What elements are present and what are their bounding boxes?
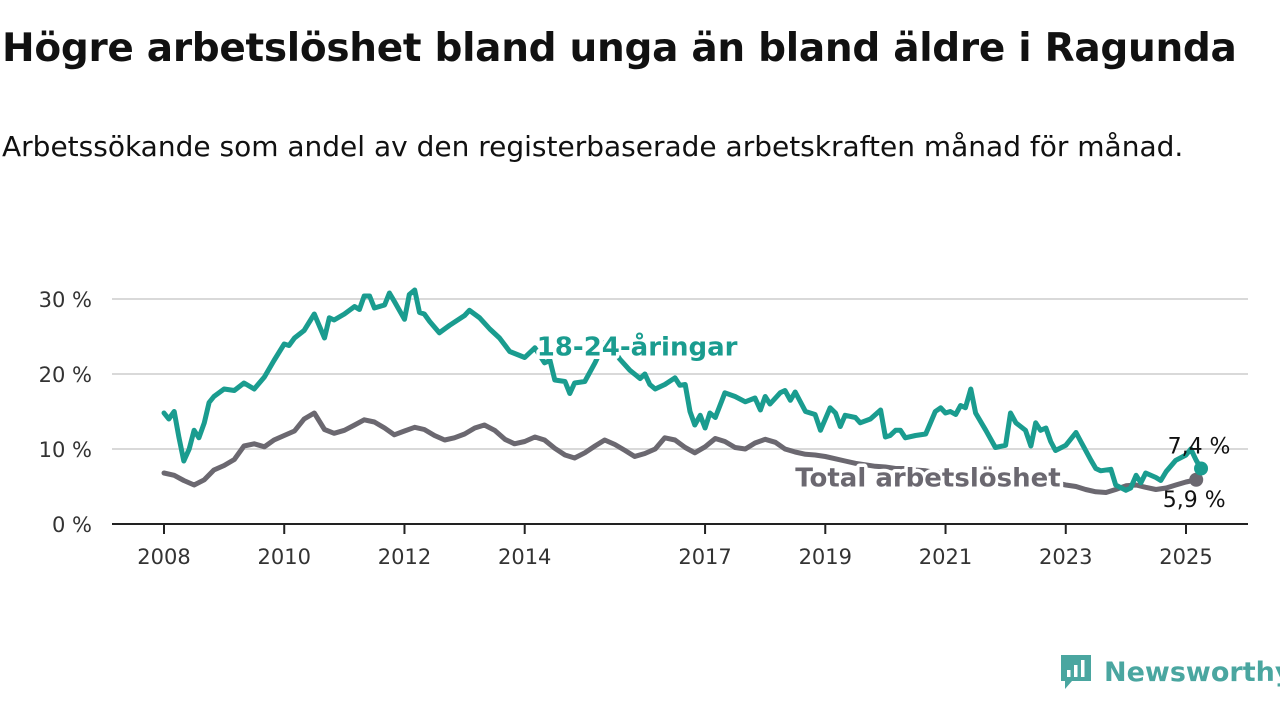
brand-name: Newsworthy: [1104, 656, 1280, 688]
y-tick-label: 20 %: [39, 363, 92, 387]
x-axis: 2008 2010 2012 2014 2017 2019 2021 2023 2025: [112, 523, 1248, 569]
series-end-label-0: 5,9 %: [1163, 488, 1226, 513]
x-tick-label: 2021: [919, 545, 972, 569]
page-subtitle: Arbetssökande som andel av den registerb…: [2, 130, 1184, 163]
x-tick-label: 2019: [799, 545, 852, 569]
series-end-point-1: [1194, 461, 1209, 476]
y-tick-label: 30 %: [39, 288, 92, 312]
series-lines: [161, 287, 1209, 495]
x-tick-label: 2014: [498, 545, 551, 569]
series-labels: 5,9 % 7,4 % 18-24-åringar Total arbetslöshe…: [533, 327, 1231, 513]
x-tick-label: 2012: [378, 545, 431, 569]
x-tick-label: 2017: [678, 545, 731, 569]
series-end-point-0: [1189, 472, 1204, 487]
y-tick-label: 0 %: [52, 513, 92, 537]
newsworthy-logo-icon: [1061, 655, 1091, 689]
series-name-label-1: 18-24-åringar: [537, 330, 738, 362]
series-line-1: [161, 287, 1204, 493]
x-tick-label: 2025: [1159, 545, 1212, 569]
series-end-label-1: 7,4 %: [1168, 435, 1231, 460]
y-tick-label: 10 %: [39, 438, 92, 462]
grid-lines: [112, 298, 1248, 450]
x-tick-label: 2008: [137, 545, 190, 569]
series-name-label-0: Total arbetslöshet: [795, 464, 1060, 494]
series-line-0: [161, 410, 1199, 495]
y-axis: 0 % 10 % 20 % 30 %: [39, 288, 92, 537]
page-title: Högre arbetslöshet bland unga än bland ä…: [2, 26, 1237, 71]
x-tick-label: 2023: [1039, 545, 1092, 569]
x-tick-label: 2010: [258, 545, 311, 569]
brand-logo[interactable]: Newsworthy: [1058, 652, 1280, 692]
